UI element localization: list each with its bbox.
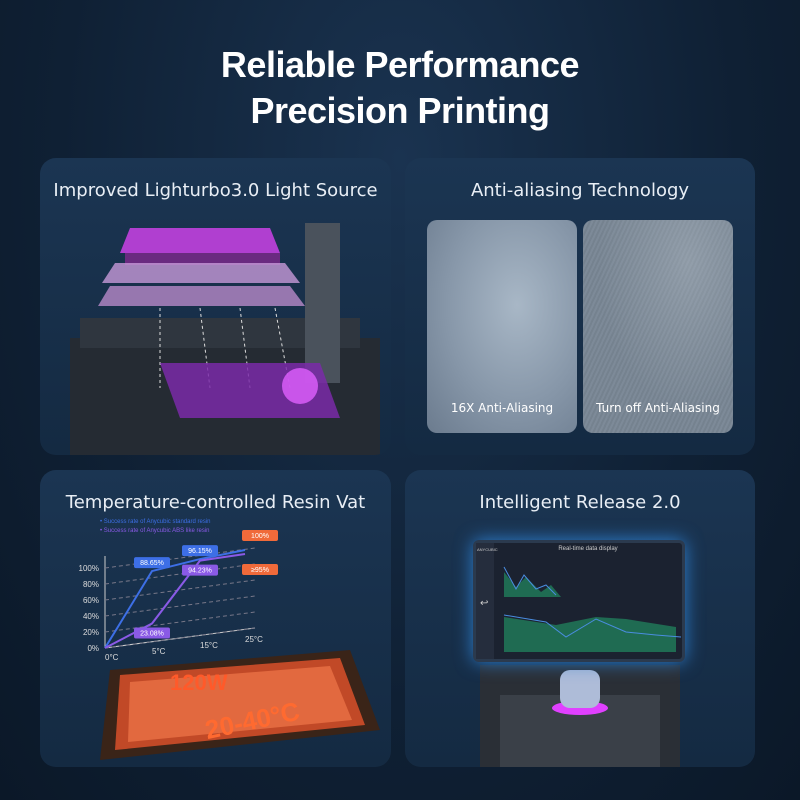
series-line	[104, 549, 246, 649]
force-area-bottom	[504, 617, 676, 652]
data-label-bg	[182, 564, 218, 576]
data-label-bg	[242, 564, 278, 575]
anti-aliasing-on-image: 16X Anti-Aliasing	[427, 220, 577, 433]
intelligent-release-panel: Intelligent Release 2.0 ANYCUBIC ↩ Real-…	[405, 470, 755, 767]
anti-aliasing-panel: Anti-aliasing Technology 16X Anti-Aliasi…	[405, 158, 755, 455]
data-label-bg	[242, 530, 278, 541]
power-label: 120W	[170, 670, 228, 695]
data-label: 96.15%	[188, 548, 212, 555]
gridline	[104, 595, 256, 617]
data-label: 88.65%	[140, 560, 164, 567]
gridline	[104, 547, 256, 569]
data-label: 100%	[251, 533, 269, 540]
headline-line1: Reliable Performance	[220, 44, 580, 85]
panel-title: Intelligent Release 2.0	[479, 492, 681, 513]
gridline	[104, 611, 256, 633]
resin-vat-illustration: 120W 20-40°C 0%20%40%60%80%100%0°C5°C15°…	[79, 519, 380, 760]
data-label: 94.23%	[188, 568, 212, 575]
success-rate-chart: 0% 20% 40% 60% 80% 100% 0°C 5°C 15°C 25°C • Succes…	[79, 519, 278, 662]
y-tick-label: 20%	[83, 628, 99, 637]
realtime-charts	[503, 566, 682, 652]
data-label: ≥95%	[251, 567, 269, 574]
data-label: 23.08%	[140, 631, 164, 638]
panel-title: Anti-aliasing Technology	[470, 180, 690, 201]
y-tick-label: 80%	[83, 580, 99, 589]
printer-illustration	[480, 665, 680, 767]
gridline	[104, 627, 256, 649]
y-tick-label: 0%	[87, 644, 99, 653]
y-tick-label: 60%	[83, 596, 99, 605]
panel-title: Improved Lighturbo3.0 Light Source	[53, 180, 378, 201]
gridline	[104, 563, 256, 585]
anti-aliasing-off-label: Turn off Anti-Aliasing	[596, 401, 720, 415]
y-tick-label: 100%	[79, 564, 99, 573]
data-label-bg	[134, 627, 170, 639]
anti-aliasing-off-image: Turn off Anti-Aliasing	[583, 220, 733, 433]
y-tick-label: 40%	[83, 612, 99, 621]
gridline	[104, 579, 256, 601]
light-source-illustration	[70, 223, 380, 455]
back-icon[interactable]: ↩	[480, 598, 489, 609]
headline-line2: Precision Printing	[250, 90, 550, 131]
force-line-bottom	[503, 614, 682, 638]
panel-title: Temperature-controlled Resin Vat	[65, 492, 366, 513]
x-tick-label: 15°C	[200, 641, 218, 650]
legend-entry: • Success rate of Anycubic standard resi…	[100, 519, 211, 525]
force-line-top	[503, 566, 557, 596]
data-label-bg	[182, 545, 218, 557]
headline: Reliable Performance Precision Printing	[0, 42, 800, 134]
screen-sidebar: ANYCUBIC ↩	[476, 543, 498, 659]
touch-screen: ANYCUBIC ↩ Real-time data display	[473, 540, 685, 662]
resin-vat-panel: Temperature-controlled Resin Vat 120W 20…	[40, 470, 391, 767]
light-source-panel: Improved Lighturbo3.0 Light Source	[40, 158, 391, 455]
anti-aliasing-on-label: 16X Anti-Aliasing	[450, 401, 554, 415]
screen-brand: ANYCUBIC	[477, 547, 498, 552]
series-line	[104, 553, 246, 649]
legend-entry: • Success rate of Anycubic ABS like resi…	[100, 528, 210, 534]
x-tick-label: 5°C	[152, 647, 166, 656]
x-tick-label: 25°C	[245, 635, 263, 644]
data-label-bg	[134, 557, 170, 569]
x-tick-label: 0°C	[105, 653, 119, 662]
screen-title: Real-time data display	[558, 546, 618, 552]
